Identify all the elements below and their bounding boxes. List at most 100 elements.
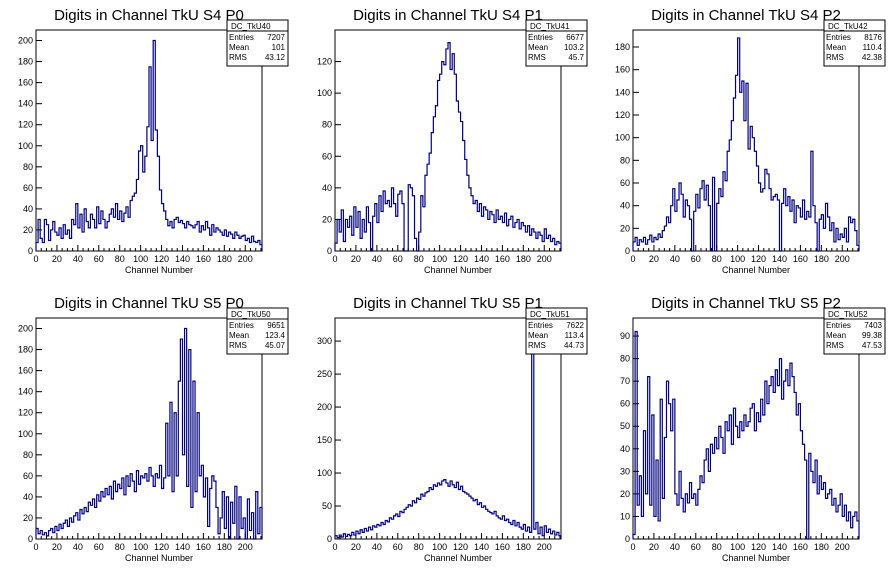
histogram-bin xyxy=(805,219,807,251)
stats-label-rms: RMS xyxy=(229,341,247,350)
histogram-bin xyxy=(683,217,685,251)
histogram-bin xyxy=(42,243,44,251)
stats-histogram-name: DC_TkU40 xyxy=(231,22,271,31)
histogram-bin xyxy=(809,217,811,251)
x-tick-label: 40 xyxy=(372,542,382,552)
histogram-series-line xyxy=(632,37,860,252)
pad-title: Digits in Channel TkU S5 P0 xyxy=(54,295,244,312)
stats-label-mean: Mean xyxy=(528,331,548,340)
x-tick-label: 40 xyxy=(372,254,382,264)
histogram-bin xyxy=(759,183,761,251)
x-tick-label: 80 xyxy=(414,542,424,552)
y-tick-label: 150 xyxy=(317,435,332,445)
histogram-bin xyxy=(427,164,429,251)
y-tick-label: 300 xyxy=(317,336,332,346)
y-tick-label: 20 xyxy=(23,225,33,235)
y-tick-label: 60 xyxy=(620,399,630,409)
histogram-bin xyxy=(498,518,500,539)
y-tick-label: 120 xyxy=(317,57,332,67)
stats-value-rms: 47.53 xyxy=(862,341,883,350)
y-zero-label: 0 xyxy=(327,534,332,544)
plot-frame xyxy=(334,29,562,252)
histogram-bin xyxy=(748,149,750,251)
histogram-bin xyxy=(744,415,746,539)
histogram-bin xyxy=(505,521,507,539)
x-tick-label: 40 xyxy=(73,254,83,264)
x-tick-label: 160 xyxy=(793,542,808,552)
histogram-bin xyxy=(473,204,475,251)
x-tick-label: 120 xyxy=(154,542,169,552)
y-zero-label: 0 xyxy=(28,534,33,544)
x-axis-label: Channel Number xyxy=(722,265,790,275)
histogram-bin xyxy=(477,212,479,251)
histogram-bin xyxy=(782,399,784,539)
histogram-bin xyxy=(172,228,174,251)
x-tick-label: 60 xyxy=(691,254,701,264)
histogram-bin xyxy=(660,237,662,251)
y-tick-label: 100 xyxy=(18,141,33,151)
x-tick-label: 80 xyxy=(115,542,125,552)
stats-label-rms: RMS xyxy=(826,341,844,350)
histogram-bin xyxy=(429,488,431,539)
stats-value-mean: 101 xyxy=(272,43,286,52)
stats-value-entries: 7207 xyxy=(267,33,285,42)
x-tick-label: 140 xyxy=(474,254,489,264)
histogram-bin xyxy=(433,117,435,251)
y-zero-label: 0 xyxy=(28,246,33,256)
histogram-bin xyxy=(771,377,773,539)
histogram-bin xyxy=(465,493,467,539)
x-tick-label: 160 xyxy=(495,542,510,552)
y-tick-label: 180 xyxy=(18,345,33,355)
stats-box-frame xyxy=(226,307,289,355)
histogram-bin xyxy=(546,532,548,539)
y-tick-label: 30 xyxy=(620,466,630,476)
x-tick-label: 200 xyxy=(238,542,253,552)
histogram-bin xyxy=(151,141,153,252)
x-tick-label: 120 xyxy=(154,254,169,264)
y-zero-label: 0 xyxy=(625,246,630,256)
histogram-bin xyxy=(826,498,828,539)
x-tick-label: 0 xyxy=(630,254,635,264)
histogram-bin xyxy=(402,513,404,539)
histogram-bin xyxy=(551,242,553,251)
x-tick-label: 0 xyxy=(332,542,337,552)
histogram-bin xyxy=(830,231,832,251)
stats-box: DC_TkU40 Entries 7207 Mean 101 RMS 43.12 xyxy=(226,19,289,67)
histogram-bin xyxy=(671,431,673,539)
histogram-bin xyxy=(410,188,412,251)
stats-value-rms: 43.12 xyxy=(265,53,286,62)
histogram-bin xyxy=(748,422,750,539)
histogram-bin xyxy=(525,531,527,539)
stats-value-mean: 103.2 xyxy=(564,43,585,52)
histogram-bin xyxy=(423,207,425,251)
histogram-bin xyxy=(69,238,71,251)
histogram-bin xyxy=(450,481,452,539)
x-axis-label: Channel Number xyxy=(722,553,790,563)
histogram-bin xyxy=(425,493,427,539)
histogram-bin xyxy=(486,509,488,539)
plot-frame xyxy=(35,317,263,540)
stats-box-frame xyxy=(226,19,289,67)
stats-label-entries: Entries xyxy=(528,33,553,42)
histogram-bin xyxy=(637,505,639,539)
histogram-bin xyxy=(145,474,147,539)
histogram-bin xyxy=(687,503,689,539)
y-tick-label: 40 xyxy=(23,492,33,502)
x-tick-label: 20 xyxy=(351,542,361,552)
y-tick-label: 40 xyxy=(620,444,630,454)
y-tick-label: 20 xyxy=(23,513,33,523)
histogram-bin xyxy=(836,512,838,539)
x-tick-label: 100 xyxy=(133,542,148,552)
y-tick-label: 80 xyxy=(23,162,33,172)
histogram-bin xyxy=(139,484,141,539)
histogram-bin xyxy=(53,533,55,539)
histogram-bin xyxy=(203,497,205,539)
histogram-pad-6: Digits in Channel TkU S5 P20 20 40 60 80 100 1… xyxy=(620,295,886,563)
x-axis-label: Channel Number xyxy=(424,265,492,275)
histogram-bin xyxy=(187,486,189,539)
histogram-bin xyxy=(118,484,120,539)
histogram-bin xyxy=(450,69,452,251)
histogram-bin xyxy=(641,516,643,539)
stats-label-rms: RMS xyxy=(229,53,247,62)
histogram-bin xyxy=(417,498,419,539)
